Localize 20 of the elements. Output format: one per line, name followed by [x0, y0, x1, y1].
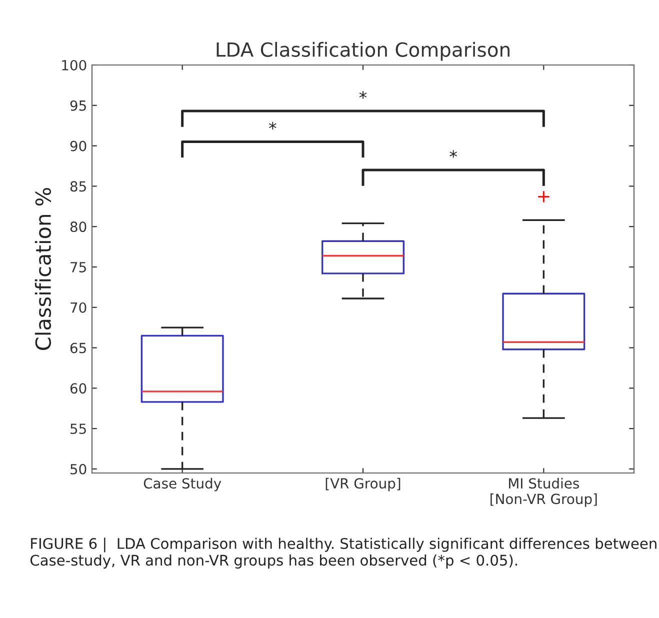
y-tick-label: 90 — [70, 140, 86, 152]
y-tick-label: 95 — [70, 100, 86, 111]
annotation: * — [268, 122, 276, 130]
y-tick-label: 100 — [62, 60, 86, 70]
y-tick-label: 65 — [70, 342, 86, 354]
y-tick-label: 55 — [70, 424, 86, 434]
x-tick-label: MI Studies [Non-VR Group] — [490, 478, 597, 507]
chart-title: LDA Classification Comparison — [216, 42, 510, 61]
y-tick-label: 80 — [70, 222, 86, 232]
annotation: * — [450, 150, 458, 158]
y-axis-title: Classification % — [34, 188, 52, 350]
y-tick-label: 60 — [70, 383, 86, 394]
annotation: * — [359, 91, 367, 99]
y-tick-label: 85 — [70, 181, 86, 192]
y-tick-label: 50 — [70, 464, 86, 474]
y-tick-label: 70 — [70, 302, 86, 313]
x-tick-label: Case Study — [144, 478, 222, 492]
x-tick-label: [VR Group] — [326, 478, 400, 492]
y-tick-label: 75 — [70, 262, 86, 272]
caption: FIGURE 6 | LDA Comparison with healthy. Statistically significant differences between Case-study, VR and non-VR groups has been observed (*p < 0.05). — [30, 538, 656, 569]
